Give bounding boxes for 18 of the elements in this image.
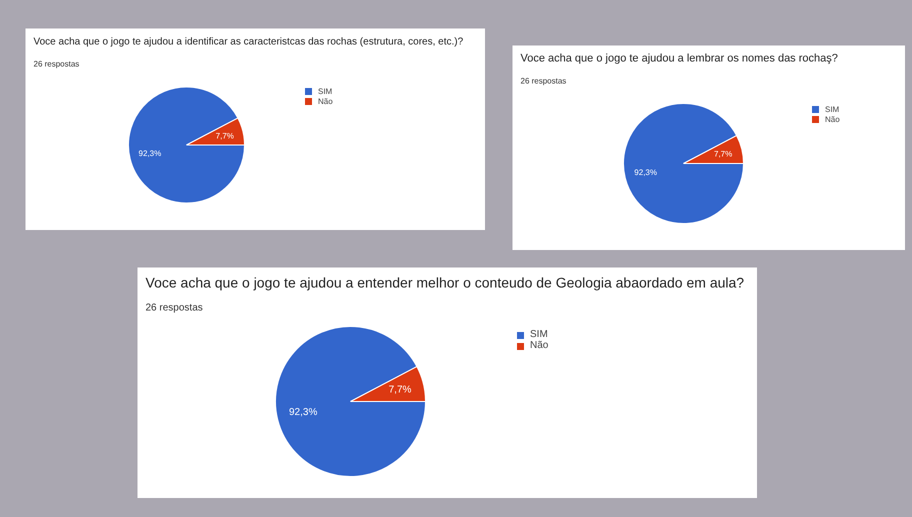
data-label: 92,3% bbox=[634, 168, 657, 177]
legend-label: SIM bbox=[825, 104, 840, 114]
chart-title: Voce acha que o jogo te ajudou a identificar as caracteristcas das rochas (estrutura, cores, etc.)? bbox=[34, 36, 464, 48]
legend-label: SIM bbox=[530, 329, 549, 340]
data-label: 92,3% bbox=[138, 149, 162, 158]
data-label: 7,7% bbox=[388, 384, 412, 396]
chart-title: Voce acha que o jogo te ajudou a lembrar os nomes das rochaş? bbox=[520, 52, 838, 64]
legend-label: Não bbox=[318, 96, 334, 106]
chart-title: Voce acha que o jogo te ajudou a entender melhor o conteudo de Geologia abaordado em aula? bbox=[146, 274, 744, 290]
data-label: 92,3% bbox=[288, 407, 318, 418]
data-label: 7,7% bbox=[216, 131, 234, 140]
data-label: 7,7% bbox=[714, 150, 732, 159]
legend-label: Não bbox=[530, 340, 550, 351]
legend-label: Não bbox=[825, 114, 841, 124]
text: 26 respostas bbox=[146, 302, 203, 314]
text: 26 respostas bbox=[34, 60, 80, 68]
legend-label: SIM bbox=[318, 86, 334, 96]
text: 26 respostas bbox=[520, 76, 566, 86]
